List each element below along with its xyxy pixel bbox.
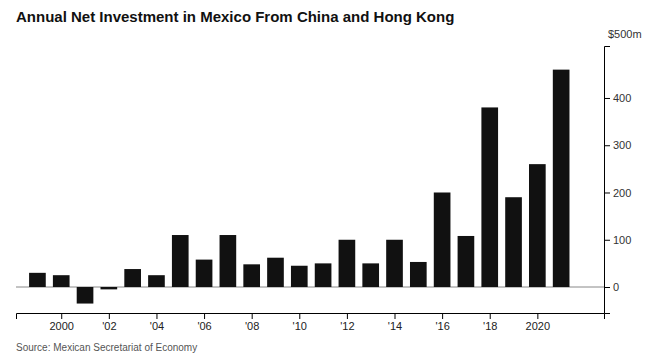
x-tick-mark xyxy=(395,313,396,319)
x-tick-mark xyxy=(490,313,491,319)
y-tick-mark xyxy=(604,192,610,193)
bar xyxy=(386,240,403,287)
x-tick-label: '10 xyxy=(293,320,307,332)
y-tick: 400 xyxy=(604,92,631,104)
bar xyxy=(339,240,356,287)
x-tick: '18 xyxy=(483,313,497,332)
bar xyxy=(315,263,332,287)
x-tick: '10 xyxy=(293,313,307,332)
x-tick: '12 xyxy=(340,313,354,332)
title: Annual Net Investment in Mexico From Chi… xyxy=(16,8,454,25)
bar xyxy=(553,70,570,287)
x-tick: '08 xyxy=(245,313,259,332)
x-tick: '06 xyxy=(197,313,211,332)
x-tick-label: '02 xyxy=(102,320,116,332)
bar xyxy=(148,275,165,287)
y-tick-mark xyxy=(604,240,610,241)
x-tick-mark xyxy=(442,313,443,319)
y-tick: 200 xyxy=(604,187,631,199)
x-tick-mark xyxy=(537,313,538,319)
x-tick-mark xyxy=(252,313,253,319)
bar xyxy=(77,287,94,304)
bar xyxy=(362,263,379,287)
y-tick-mark xyxy=(604,145,610,146)
bar xyxy=(101,287,118,289)
y-tick-label: 400 xyxy=(613,92,631,104)
bar xyxy=(29,273,46,287)
x-tick-label: '14 xyxy=(388,320,402,332)
x-tick-mark xyxy=(109,313,110,319)
x-tick: 2000 xyxy=(49,313,73,332)
x-tick-label: 2000 xyxy=(49,320,73,332)
x-tick: '04 xyxy=(150,313,164,332)
chart: 2000 '02 '04 '06 '08 '10 '12 '14 '16 '18 2020 0 100 2… xyxy=(0,0,656,359)
x-tick-label: '04 xyxy=(150,320,164,332)
bar xyxy=(124,269,141,287)
x-tick: '02 xyxy=(102,313,116,332)
bar xyxy=(243,264,260,287)
bar xyxy=(220,235,237,287)
bar xyxy=(53,275,70,287)
x-axis-line xyxy=(17,314,605,320)
y-tick-label: 300 xyxy=(613,139,631,151)
bar xyxy=(434,192,451,287)
y-tick-label: 0 xyxy=(613,281,619,293)
bar xyxy=(529,164,546,287)
bar xyxy=(410,262,427,287)
y-tick-mark xyxy=(604,98,610,99)
y-tick-mark xyxy=(604,287,610,288)
bar xyxy=(505,197,522,287)
x-tick-mark xyxy=(204,313,205,319)
bar xyxy=(267,258,284,287)
y-tick: 0 xyxy=(604,281,619,293)
x-axis: 2000 '02 '04 '06 '08 '10 '12 '14 '16 '18 2020 xyxy=(17,313,605,332)
source: Source: Mexican Secretariat of Economy xyxy=(16,342,197,353)
y-tick: 300 xyxy=(604,139,631,151)
x-tick-label: '08 xyxy=(245,320,259,332)
x-tick-mark xyxy=(347,313,348,319)
x-tick-label: '12 xyxy=(340,320,354,332)
bar xyxy=(458,236,475,287)
x-tick: 2020 xyxy=(526,313,550,332)
bars xyxy=(29,70,569,304)
bar xyxy=(172,235,189,287)
plot: 2000 '02 '04 '06 '08 '10 '12 '14 '16 '18 2020 0 100 2… xyxy=(16,47,631,332)
y-tick: 100 xyxy=(604,234,631,246)
y-axis-line xyxy=(605,47,611,314)
x-tick-label: '06 xyxy=(197,320,211,332)
x-tick-mark xyxy=(156,313,157,319)
bar xyxy=(196,260,213,287)
y-tick-label: 200 xyxy=(613,187,631,199)
bar xyxy=(481,107,498,287)
y-axis: 0 100 200 300 400 xyxy=(604,47,631,314)
x-tick-label: '16 xyxy=(435,320,449,332)
x-tick-mark xyxy=(299,313,300,319)
x-tick: '14 xyxy=(388,313,402,332)
bar xyxy=(291,266,308,287)
x-tick-mark xyxy=(61,313,62,319)
x-tick: '16 xyxy=(435,313,449,332)
y-tick-label: 100 xyxy=(613,234,631,246)
x-tick-label: '18 xyxy=(483,320,497,332)
axis-unit-note: $500m xyxy=(608,28,642,40)
x-tick-label: 2020 xyxy=(526,320,550,332)
